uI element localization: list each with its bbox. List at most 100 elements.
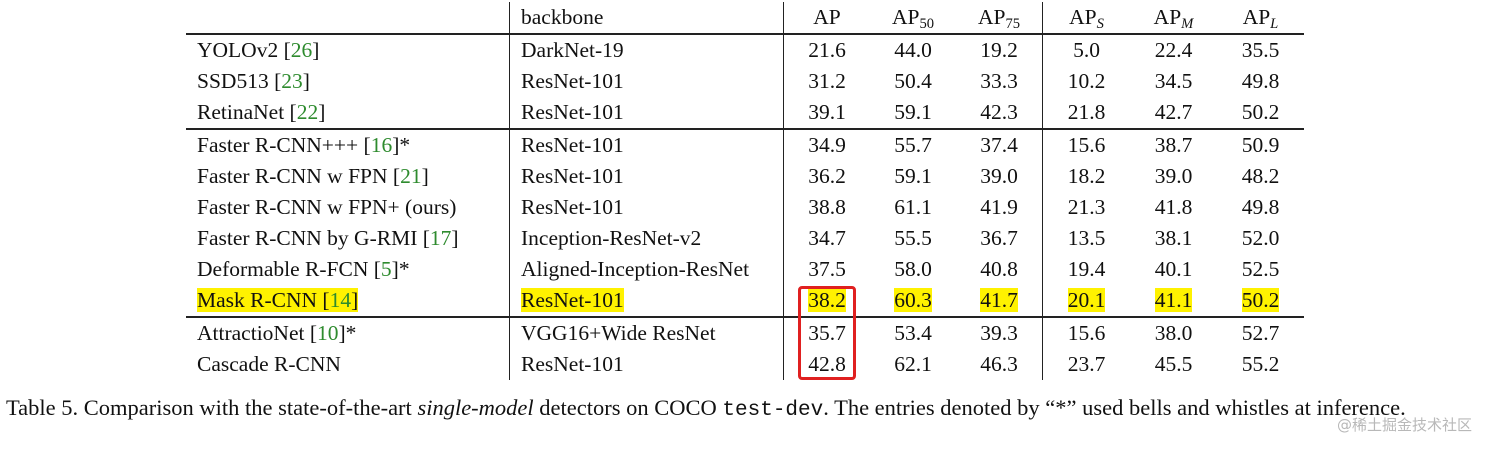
cell-ap50: 60.3 — [870, 285, 956, 318]
table-row: Faster R-CNN by G-RMI [17] Inception-ResN… — [186, 223, 1304, 254]
citation-link[interactable]: 14 — [329, 287, 352, 312]
cell-aps: 23.7 — [1067, 351, 1106, 376]
header-ap: AP — [783, 2, 870, 35]
citation-link[interactable]: 16 — [370, 132, 393, 157]
table-row: Cascade R-CNN ResNet-101 42.8 62.1 46.3 23.7 4… — [186, 349, 1304, 380]
cell-ap50: 55.5 — [894, 225, 932, 250]
header-aps: APS — [1042, 2, 1130, 35]
cell-ap50: 61.1 — [894, 194, 932, 219]
table-row: Deformable R-FCN [5]* Aligned-Inception-R… — [186, 254, 1304, 285]
cell-ap: 39.1 — [783, 97, 870, 130]
cell-apl: 52.0 — [1241, 225, 1280, 250]
table-row: Mask R-CNN [14] ResNet-101 38.2 60.3 41.7 20.… — [186, 285, 1304, 318]
caption-text-3: . The entries denoted by “*” used bells … — [823, 395, 1406, 420]
citation-link[interactable]: 22 — [296, 99, 319, 124]
caption-mono: test-dev — [722, 399, 824, 422]
table-row: AttractioNet [10]* VGG16+Wide ResNet 35.7 5… — [186, 317, 1304, 349]
citation-link[interactable]: 10 — [317, 320, 339, 345]
results-table-body: backbone AP AP50 AP75 APS APM APL YOLOv2… — [186, 2, 1304, 380]
table-row: RetinaNet [22] ResNet-101 39.1 59.1 42.3 21.8… — [186, 97, 1304, 130]
cell-apl: 55.2 — [1241, 351, 1280, 376]
cell-aps: 15.6 — [1067, 132, 1106, 157]
cell-apm: 41.8 — [1154, 194, 1193, 219]
cell-ap: 21.6 — [783, 34, 870, 66]
cell-ap50: 62.1 — [894, 351, 932, 376]
cell-backbone: DarkNet-19 — [509, 34, 784, 66]
table-header-row: backbone AP AP50 AP75 APS APM APL — [186, 2, 1304, 35]
cell-apl: 52.7 — [1241, 320, 1280, 345]
cell-ap50: 59.1 — [870, 97, 956, 130]
cell-method: Faster R-CNN+++ [16]* — [186, 129, 510, 161]
cell-backbone: VGG16+Wide ResNet — [509, 317, 784, 349]
cell-method: Faster R-CNN by G-RMI [17] — [186, 223, 510, 254]
cell-ap50: 58.0 — [894, 256, 932, 281]
cell-ap75: 46.3 — [956, 349, 1043, 380]
cell-ap75: 36.7 — [956, 223, 1043, 254]
cell-ap75: 41.9 — [956, 192, 1043, 223]
cell-backbone: ResNet-101 — [509, 97, 784, 130]
header-method — [186, 2, 510, 35]
caption-text-2: detectors on COCO — [533, 395, 723, 420]
citation-link[interactable]: 23 — [281, 68, 303, 93]
cell-backbone: ResNet-101 — [509, 192, 784, 223]
cell-ap: 38.8 — [783, 192, 870, 223]
cell-ap: 34.7 — [783, 223, 870, 254]
cell-ap75: 37.4 — [956, 129, 1043, 161]
cell-backbone: Aligned-Inception-ResNet — [509, 254, 784, 285]
cell-aps: 21.8 — [1042, 97, 1130, 130]
cell-apm: 38.7 — [1154, 132, 1193, 157]
cell-backbone: ResNet-101 — [509, 66, 784, 97]
cell-aps: 18.2 — [1067, 163, 1106, 188]
cell-apl: 49.8 — [1241, 194, 1280, 219]
header-ap75: AP75 — [956, 2, 1043, 35]
cell-ap75: 33.3 — [956, 66, 1043, 97]
cell-ap75: 41.7 — [956, 285, 1043, 318]
cell-ap: 31.2 — [783, 66, 870, 97]
cell-ap50: 50.4 — [894, 68, 932, 93]
cell-aps: 21.3 — [1067, 194, 1106, 219]
cell-backbone: ResNet-101 — [509, 349, 784, 380]
cell-apl: 49.8 — [1241, 68, 1280, 93]
cell-ap50: 53.4 — [894, 320, 932, 345]
cell-method: Cascade R-CNN — [186, 349, 510, 380]
cell-apl: 35.5 — [1241, 37, 1280, 62]
cell-apm: 39.0 — [1154, 163, 1193, 188]
cell-ap75: 39.3 — [956, 317, 1043, 349]
table-row: Faster R-CNN+++ [16]* ResNet-101 34.9 55.7 3… — [186, 129, 1304, 161]
cell-ap: 36.2 — [783, 161, 870, 192]
watermark: @稀土掘金技术社区 — [1336, 416, 1472, 434]
results-table-container: backbone AP AP50 AP75 APS APM APL YOLOv2… — [186, 2, 1304, 380]
cell-apl: 50.2 — [1217, 97, 1304, 130]
cell-apm: 38.0 — [1154, 320, 1193, 345]
caption-text-1: Table 5. Comparison with the state-of-th… — [6, 395, 418, 420]
cell-ap75: 39.0 — [956, 161, 1043, 192]
cell-aps: 19.4 — [1067, 256, 1106, 281]
cell-ap75: 42.3 — [956, 97, 1043, 130]
cell-apm: 42.7 — [1130, 97, 1217, 130]
cell-backbone: ResNet-101 — [509, 285, 784, 318]
citation-link[interactable]: 26 — [290, 37, 313, 62]
citation-link[interactable]: 5 — [380, 256, 392, 281]
cell-method: RetinaNet [22] — [186, 97, 510, 130]
cell-ap: 34.9 — [783, 129, 870, 161]
cell-method: Faster R-CNN w FPN [21] — [186, 161, 510, 192]
table-row: SSD513 [23] ResNet-101 31.2 50.4 33.3 10.2 34.… — [186, 66, 1304, 97]
cell-ap50: 44.0 — [894, 37, 932, 62]
caption-italic: single-model — [417, 395, 534, 420]
citation-link[interactable]: 17 — [429, 225, 452, 250]
cell-aps: 15.6 — [1067, 320, 1106, 345]
cell-apm: 22.4 — [1154, 37, 1193, 62]
cell-backbone: Inception-ResNet-v2 — [509, 223, 784, 254]
cell-method: Mask R-CNN [14] — [186, 285, 510, 318]
header-ap50: AP50 — [870, 2, 956, 35]
citation-link[interactable]: 21 — [400, 163, 422, 188]
cell-backbone: ResNet-101 — [509, 161, 784, 192]
results-table: backbone AP AP50 AP75 APS APM APL YOLOv2… — [186, 2, 1304, 380]
cell-apm: 38.1 — [1154, 225, 1193, 250]
table-row: Faster R-CNN w FPN+ (ours) ResNet-101 38.8… — [186, 192, 1304, 223]
cell-apm: 41.1 — [1130, 285, 1217, 318]
cell-ap75: 19.2 — [956, 34, 1043, 66]
cell-apl: 50.2 — [1217, 285, 1304, 318]
cell-ap50: 59.1 — [894, 163, 932, 188]
cell-aps: 10.2 — [1067, 68, 1106, 93]
